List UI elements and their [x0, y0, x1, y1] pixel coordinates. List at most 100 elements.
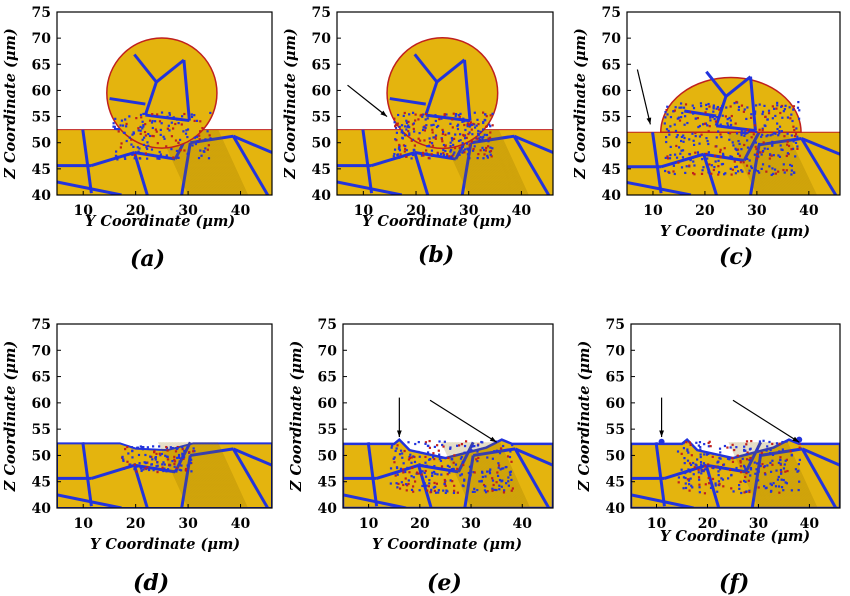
- panel-e-caption: (e): [427, 570, 462, 596]
- y-tick-label: 50: [606, 448, 626, 464]
- y-tick-label: 70: [606, 343, 626, 359]
- y-axis-label: Z Coordinate (μm): [288, 341, 305, 492]
- panel-a-caption: (a): [130, 246, 166, 272]
- x-tick-label: 40: [799, 203, 819, 219]
- y-tick-label: 70: [32, 31, 52, 47]
- y-tick-label: 65: [602, 57, 621, 73]
- y-tick-label: 45: [32, 162, 51, 178]
- y-tick-label: 75: [32, 5, 51, 21]
- y-tick-label: 55: [32, 422, 51, 438]
- y-tick-label: 45: [606, 475, 625, 491]
- y-tick-label: 50: [318, 448, 338, 464]
- panel-a-microstructure: [57, 37, 272, 195]
- panel-e-arrow-down: [396, 397, 402, 438]
- panel-a-plot: 75 70 65 60 55 50 45 40 10 20 30 40 Z Coordinate (μm…: [2, 5, 273, 219]
- y-tick-label: 60: [32, 83, 52, 99]
- x-tick-label: 40: [512, 203, 532, 219]
- x-axis-label: Y Coordinate (μm): [660, 528, 811, 545]
- y-tick-label: 75: [312, 5, 331, 21]
- x-tick-label: 10: [643, 203, 663, 219]
- x-tick-label: 30: [747, 203, 767, 219]
- y-tick-label: 40: [32, 188, 52, 204]
- y-axis-label: Z Coordinate (μm): [2, 341, 19, 492]
- panel-b-frame: [336, 11, 554, 196]
- y-tick-label: 55: [602, 110, 621, 126]
- panel-c-microstructure: [627, 70, 840, 195]
- x-tick-label: 30: [459, 203, 479, 219]
- y-tick-label: 45: [32, 475, 51, 491]
- y-tick-label: 50: [32, 448, 52, 464]
- y-axis-label: Z Coordinate (μm): [572, 28, 589, 179]
- x-tick-label: 10: [647, 516, 667, 532]
- y-tick-label: 55: [606, 422, 625, 438]
- x-tick-label: 20: [406, 203, 426, 219]
- panel-d-microstructure: [57, 441, 272, 508]
- y-tick-label: 50: [32, 136, 52, 152]
- x-tick-label: 10: [73, 516, 93, 532]
- x-tick-label: 40: [231, 203, 251, 219]
- panel-e-microstructure: [343, 437, 553, 508]
- y-tick-label: 70: [32, 343, 52, 359]
- y-tick-label: 50: [312, 136, 332, 152]
- x-tick-label: 20: [695, 203, 715, 219]
- x-tick-label: 30: [749, 516, 769, 532]
- panel-c-caption: (c): [719, 244, 754, 270]
- x-axis-label: Y Coordinate (μm): [90, 536, 241, 553]
- y-tick-label: 45: [312, 162, 331, 178]
- panel-d-frame: [56, 323, 273, 509]
- x-tick-label: 10: [359, 516, 379, 532]
- y-tick-label: 40: [312, 188, 332, 204]
- panel-e-frame: [342, 323, 554, 509]
- panel-a-frame: [56, 11, 273, 196]
- panel-e-plot: 75 70 65 60 55 50 45 40 10 20 30 40 Z Coordinate (μm…: [288, 317, 554, 532]
- x-axis-label: Y Coordinate (μm): [372, 536, 523, 553]
- x-tick-label: 30: [178, 516, 198, 532]
- y-tick-label: 50: [602, 136, 622, 152]
- y-tick-label: 70: [312, 31, 332, 47]
- y-tick-label: 40: [606, 501, 626, 517]
- y-tick-label: 75: [32, 317, 51, 333]
- x-tick-label: 20: [126, 203, 146, 219]
- panel-c-frame: [626, 11, 841, 196]
- panel-f-frame: [630, 323, 841, 509]
- x-tick-label: 40: [800, 516, 820, 532]
- y-tick-label: 75: [606, 317, 625, 333]
- x-tick-label: 30: [461, 516, 481, 532]
- panel-f-plot: 75 70 65 60 55 50 45 40 10 20 30 40 Z Coordinate (μm…: [576, 317, 841, 532]
- panel-b-plot: 75 70 65 60 55 50 45 40 10 20 30 40 Z Coordinate (μm…: [282, 5, 554, 219]
- y-tick-label: 60: [318, 396, 338, 412]
- panel-f-arrow-diag: [732, 399, 800, 443]
- x-tick-label: 10: [73, 203, 93, 219]
- y-tick-label: 75: [602, 5, 621, 21]
- x-tick-label: 20: [698, 516, 718, 532]
- x-axis-label: Y Coordinate (μm): [660, 223, 811, 240]
- y-tick-label: 55: [312, 110, 331, 126]
- y-tick-label: 70: [318, 343, 338, 359]
- y-tick-label: 40: [602, 188, 622, 204]
- y-tick-label: 65: [312, 57, 331, 73]
- panel-b-arrow: [347, 84, 388, 118]
- y-tick-label: 55: [32, 110, 51, 126]
- panel-c-arrow: [636, 69, 652, 125]
- panel-f-microstructure: [631, 436, 840, 508]
- y-tick-label: 60: [606, 396, 626, 412]
- panel-f-caption: (f): [719, 570, 750, 596]
- panel-b-caption: (b): [418, 242, 455, 268]
- panel-c-plot: 75 70 65 60 55 50 45 40 10 20 30 40 Z Coordinate (μm…: [572, 5, 841, 219]
- x-axis-label: Y Coordinate (μm): [362, 213, 513, 230]
- y-tick-label: 40: [318, 501, 338, 517]
- y-tick-label: 60: [602, 83, 622, 99]
- y-tick-label: 60: [32, 396, 52, 412]
- x-tick-label: 20: [410, 516, 430, 532]
- y-tick-label: 70: [602, 31, 622, 47]
- y-tick-label: 65: [32, 370, 51, 386]
- panel-f-arrow-down: [659, 397, 664, 438]
- y-tick-label: 60: [312, 83, 332, 99]
- y-tick-label: 65: [318, 370, 337, 386]
- y-axis-label: Z Coordinate (μm): [576, 341, 593, 492]
- y-tick-label: 45: [318, 475, 337, 491]
- x-tick-label: 40: [513, 516, 533, 532]
- y-tick-label: 45: [602, 162, 621, 178]
- panel-b-microstructure: [337, 36, 553, 195]
- y-tick-label: 55: [318, 422, 337, 438]
